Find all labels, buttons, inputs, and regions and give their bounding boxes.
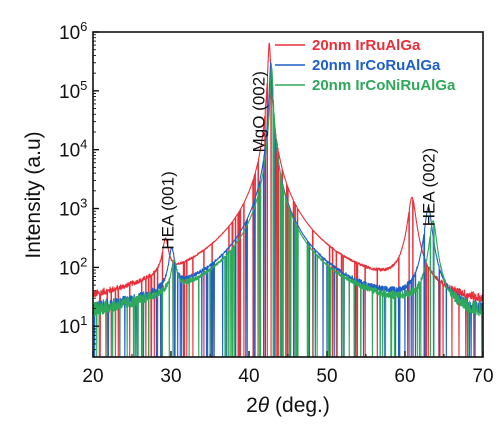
x-tick-label-70: 70 [472, 366, 493, 387]
series-line-3 [93, 67, 483, 357]
y-tick-label-3: 103 [59, 196, 87, 221]
y-tick-label-2: 102 [59, 254, 87, 279]
legend: 20nm IrRuAlGa 20nm IrCoRuAlGa 20nm IrCoNiR… [275, 37, 456, 94]
peak-annotation-3: HEA (002) [420, 148, 439, 226]
x-tick-label-50: 50 [316, 366, 337, 387]
axis-layer: 20 30 40 50 60 70 101 102 103 104 105 106 [59, 19, 494, 387]
x-axis-label: 2θ (deg.) [246, 394, 330, 417]
peak-annotation-1: HEA (001) [158, 171, 177, 249]
y-tick-label-6: 106 [59, 19, 87, 44]
x-axis-label-symbol: θ [258, 394, 270, 417]
x-tick-label-40: 40 [238, 366, 259, 387]
peak-annotation-2: MgO (002) [250, 71, 269, 152]
series-line-1 [93, 42, 483, 357]
x-axis-label-suffix: (deg.) [269, 394, 330, 417]
y-axis-label: Intensity (a.u) [22, 131, 45, 258]
legend-label-3: 20nm IrCoNiRuAlGa [312, 77, 456, 94]
series-layer [93, 42, 483, 357]
x-tick-label-60: 60 [394, 366, 415, 387]
series-line-2 [93, 62, 483, 357]
y-tick-label-5: 105 [59, 78, 87, 103]
annotation-layer: HEA (001) MgO (002) HEA (002) [158, 71, 438, 250]
legend-label-1: 20nm IrRuAlGa [312, 37, 421, 54]
legend-label-2: 20nm IrCoRuAlGa [312, 57, 441, 74]
y-tick-label-4: 104 [59, 137, 87, 162]
x-axis-label-prefix: 2 [246, 394, 258, 417]
x-tick-label-20: 20 [82, 366, 103, 387]
y-tick-label-1: 101 [59, 313, 87, 338]
x-tick-label-30: 30 [160, 366, 181, 387]
